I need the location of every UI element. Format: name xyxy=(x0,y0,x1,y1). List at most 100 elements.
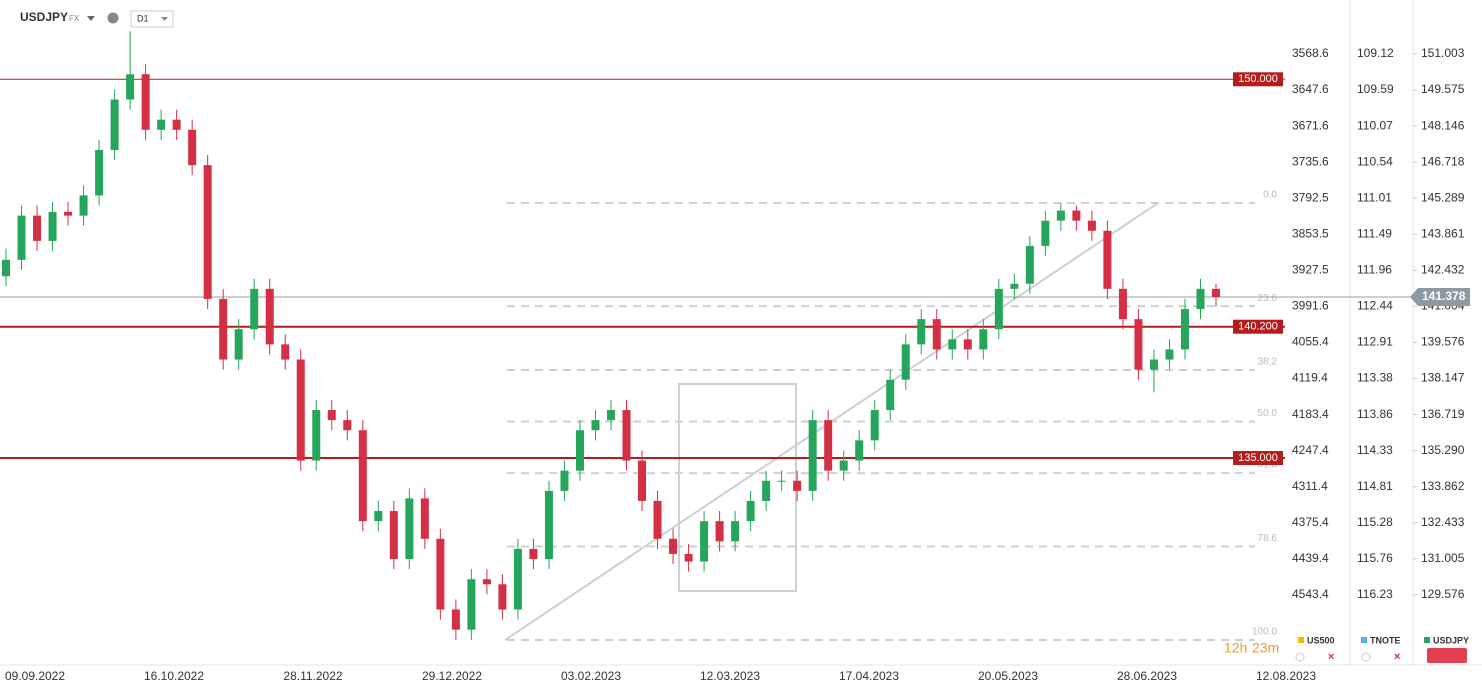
info-icon[interactable] xyxy=(107,12,119,24)
level-tag xyxy=(1233,319,1283,334)
candle-body xyxy=(1149,359,1158,370)
dropdown-arrow[interactable] xyxy=(87,16,95,21)
candle-body xyxy=(622,410,631,461)
candle-body xyxy=(1212,288,1220,297)
eye-icon[interactable] xyxy=(1295,652,1305,662)
candle-body xyxy=(467,579,476,630)
x-tick-label: 16.10.2022 xyxy=(144,669,204,683)
candle-body xyxy=(777,480,786,482)
fib-label: 38.2 xyxy=(1258,357,1278,368)
candle-body xyxy=(575,430,584,471)
fib-label: 23.6 xyxy=(1258,293,1278,304)
us500-label: 3735.6 xyxy=(1292,154,1329,168)
countdown-hours: 12h xyxy=(1224,640,1247,656)
candle-body xyxy=(762,480,771,501)
x-tick-label: 28.06.2023 xyxy=(1117,669,1177,683)
tnote-label: 113.38 xyxy=(1357,371,1393,385)
candle-body xyxy=(451,609,460,630)
tnote-label: 111.96 xyxy=(1357,263,1392,277)
y-tick-label: 135.290 xyxy=(1421,443,1465,457)
tnote-label: 110.07 xyxy=(1357,118,1393,132)
y-tick-label: 149.575 xyxy=(1421,82,1465,96)
candle-body xyxy=(33,215,42,241)
candle-body xyxy=(886,379,895,411)
last-price-label: 141.378 xyxy=(1422,289,1466,303)
legend-swatch xyxy=(1361,637,1367,643)
tnote-label: 111.49 xyxy=(1357,226,1392,240)
fib-label: 0.0 xyxy=(1263,190,1277,201)
candle-body xyxy=(1087,220,1096,231)
candle-body xyxy=(482,579,491,585)
legend-swatch xyxy=(1424,637,1430,643)
interval[interactable]: D1 xyxy=(137,13,149,23)
candle-body xyxy=(126,74,135,100)
candle-body xyxy=(1165,349,1174,360)
candle-body xyxy=(250,288,259,330)
candle-body xyxy=(731,521,740,542)
y-tick-label: 132.433 xyxy=(1421,515,1465,529)
x-tick-label: 12.03.2023 xyxy=(700,669,760,683)
level-label: 150.000 xyxy=(1238,73,1278,85)
level-tag xyxy=(1233,451,1283,466)
candle-body xyxy=(560,470,569,491)
tnote-label: 115.28 xyxy=(1357,515,1393,529)
candle-body xyxy=(700,521,709,562)
candle-body xyxy=(1025,245,1034,284)
us500-label: 3853.5 xyxy=(1292,226,1329,240)
candle-body xyxy=(1134,319,1143,370)
x-tick-label: 28.11.2022 xyxy=(283,669,342,683)
candle-body xyxy=(513,548,522,610)
y-tick-label: 142.432 xyxy=(1421,263,1465,277)
us500-label: 3671.6 xyxy=(1292,118,1329,132)
us500-label: 3647.6 xyxy=(1292,82,1329,96)
candle-body xyxy=(389,511,398,560)
y-tick-label: 148.146 xyxy=(1421,118,1465,132)
us500-label: 3927.5 xyxy=(1292,263,1329,277)
dropdown-arrow xyxy=(161,17,168,21)
candle-body xyxy=(994,288,1003,330)
x-tick-label: 03.02.2023 xyxy=(561,669,621,683)
candle-body xyxy=(839,460,848,471)
us500-label: 4055.4 xyxy=(1292,335,1329,349)
candle-body xyxy=(1196,288,1205,310)
candle-body xyxy=(948,339,957,350)
candle-body xyxy=(1041,220,1050,246)
us500-label: 4247.4 xyxy=(1292,443,1329,457)
fib-label: 100.0 xyxy=(1252,627,1277,638)
candle-body xyxy=(281,344,290,360)
legend-label: US500 xyxy=(1307,635,1335,645)
candle-body xyxy=(808,420,817,491)
tnote-label: 112.91 xyxy=(1357,335,1393,349)
candle-body xyxy=(684,553,693,562)
candle-body xyxy=(498,584,507,610)
us500-label: 4543.4 xyxy=(1292,587,1329,601)
us500-label: 4439.4 xyxy=(1292,551,1329,565)
candle-body xyxy=(963,339,972,350)
eye-icon[interactable] xyxy=(1361,652,1371,662)
candle-body xyxy=(715,521,724,542)
us500-label: 4311.4 xyxy=(1292,479,1328,493)
level-label: 135.000 xyxy=(1238,452,1278,464)
last-price-tag xyxy=(1410,287,1470,306)
candle-body xyxy=(436,538,445,610)
candle-body xyxy=(327,410,336,421)
candle-body xyxy=(64,211,73,216)
interval-select[interactable] xyxy=(130,10,174,28)
us500-label: 3568.6 xyxy=(1292,46,1329,60)
candle-body xyxy=(638,460,647,501)
y-tick-label: 139.576 xyxy=(1421,335,1465,349)
tnote-label: 115.76 xyxy=(1357,551,1393,565)
fib-label: 50.0 xyxy=(1258,408,1278,419)
fib-label: 78.6 xyxy=(1258,533,1278,544)
candle-body xyxy=(979,329,988,350)
series-button[interactable] xyxy=(1427,648,1467,663)
x-tick-label: 29.12.2022 xyxy=(422,669,482,683)
candle-body xyxy=(420,498,429,539)
y-tick-label: 151.003 xyxy=(1421,46,1465,60)
legend-swatch xyxy=(1298,637,1304,643)
us500-label: 4375.4 xyxy=(1292,515,1329,529)
market: FX xyxy=(69,14,80,23)
symbol[interactable]: USDJPY xyxy=(20,10,68,24)
candle-body xyxy=(141,74,150,130)
legend-label: TNOTE xyxy=(1370,635,1401,645)
